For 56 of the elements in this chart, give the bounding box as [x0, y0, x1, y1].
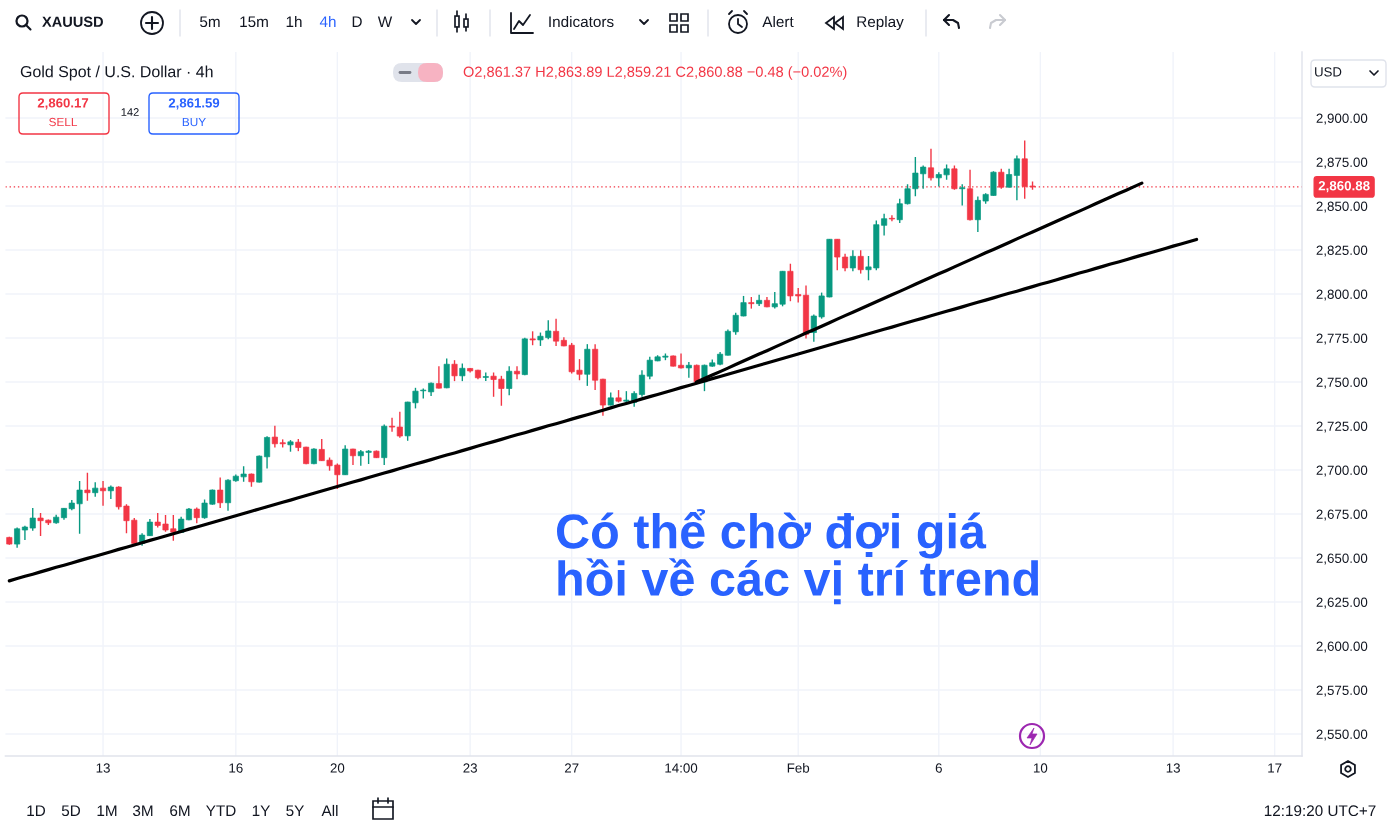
- x-tick-label: 10: [1033, 763, 1048, 773]
- text: All: [321, 804, 338, 816]
- text: O2,861.37 H2,863.89 L2,859.21 C2,860.88 −0.48 (−0.02%): [463, 66, 847, 80]
- y-tick-label: 2,675.00: [1316, 509, 1368, 521]
- y-tick-label: 2,600.00: [1316, 641, 1368, 653]
- y-tick-label: 2,750.00: [1316, 377, 1368, 389]
- text: Indicators: [549, 15, 614, 28]
- y-tick-label: 2,550.00: [1316, 729, 1368, 741]
- text: 5m: [200, 16, 220, 28]
- x-tick-label: 16: [229, 763, 243, 773]
- y-tick-label: 2,850.00: [1316, 201, 1368, 213]
- x-tick-label: 14:00: [665, 763, 698, 773]
- x-tick-label: 27: [564, 763, 579, 773]
- text: YTD: [206, 805, 236, 816]
- y-tick-label: 2,700.00: [1316, 465, 1368, 477]
- x-tick-label: 13: [1166, 763, 1180, 773]
- text: 15m: [240, 16, 268, 28]
- y-tick-label: 2,575.00: [1316, 685, 1368, 697]
- annotation: 142: [121, 108, 139, 116]
- x-tick-label: 17: [1268, 763, 1282, 773]
- annotation: 2,860.17: [37, 98, 89, 110]
- text: W: [377, 16, 393, 27]
- x-tick-label: 20: [330, 763, 345, 773]
- text: 5Y: [286, 805, 305, 817]
- y-tick-label: 2,725.00: [1316, 421, 1368, 433]
- x-tick-label: Feb: [787, 762, 810, 773]
- y-tick-label: 2,800.00: [1316, 289, 1368, 301]
- text: Gold Spot / U.S. Dollar · 4h: [20, 65, 213, 81]
- text: 1Y: [252, 805, 271, 816]
- annotation: BUY: [182, 117, 206, 127]
- text: 3M: [132, 805, 153, 817]
- text: 12:19:20 UTC+7: [1264, 805, 1376, 817]
- annotation: SELL: [49, 117, 78, 127]
- text: D: [352, 16, 362, 27]
- y-tick-label: 2,775.00: [1316, 333, 1368, 345]
- text: 1M: [97, 805, 117, 816]
- y-tick-label: 2,825.00: [1316, 245, 1368, 257]
- y-tick-label: 2,875.00: [1316, 157, 1368, 169]
- text: USD: [1315, 67, 1342, 77]
- annotation: Có thể chờ đợi giá hồi về các vị trí trend: [557, 509, 1039, 605]
- text: 5D: [61, 805, 81, 817]
- y-tick-label: 2,650.00: [1316, 553, 1368, 565]
- text: 6M: [170, 805, 190, 817]
- y-tick-label: 2,625.00: [1316, 597, 1368, 609]
- text: Replay: [857, 15, 904, 31]
- x-tick-label: 6: [935, 763, 942, 773]
- x-tick-label: 23: [463, 763, 477, 773]
- y-tick-label: 2,900.00: [1316, 113, 1368, 125]
- annotation: 2,861.59: [168, 98, 220, 110]
- text: 1D: [27, 805, 46, 816]
- text: 1h: [286, 15, 302, 27]
- x-tick-label: 13: [96, 763, 110, 773]
- text: 4h: [319, 15, 336, 27]
- text: XAUUSD: [42, 16, 103, 27]
- ref-line-label: 2,860.88: [1318, 180, 1370, 193]
- text: Alert: [762, 15, 794, 28]
